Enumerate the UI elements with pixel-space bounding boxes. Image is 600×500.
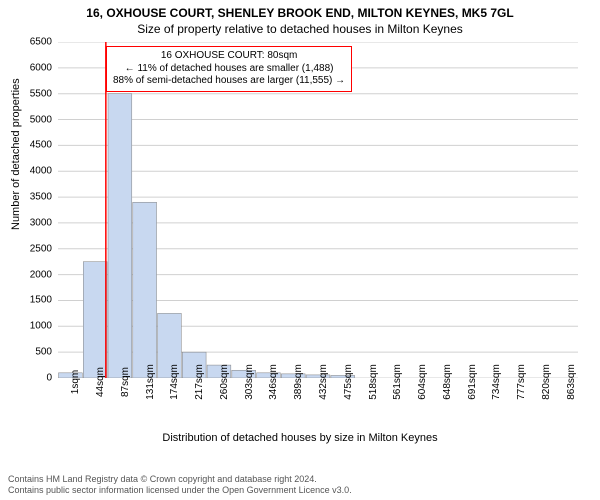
footer-line1: Contains HM Land Registry data © Crown c…	[8, 474, 352, 485]
ytick-label: 5500	[12, 88, 52, 99]
xtick-label: 131sqm	[145, 364, 156, 400]
annotation-line1: 16 OXHOUSE COURT: 80sqm	[113, 50, 345, 63]
ytick-label: 1000	[12, 321, 52, 332]
xtick-label: 87sqm	[120, 367, 131, 397]
chart-title-line1: 16, OXHOUSE COURT, SHENLEY BROOK END, MI…	[0, 0, 600, 20]
annotation-line3: 88% of semi-detached houses are larger (…	[113, 75, 345, 88]
chart-plot	[58, 42, 578, 378]
xtick-label: 648sqm	[442, 364, 453, 400]
histogram-bar	[108, 94, 132, 378]
xtick-label: 44sqm	[95, 367, 106, 397]
ytick-label: 6000	[12, 62, 52, 73]
xtick-label: 260sqm	[219, 364, 230, 400]
xtick-label: 346sqm	[268, 364, 279, 400]
xtick-label: 217sqm	[194, 364, 205, 400]
xtick-label: 820sqm	[541, 364, 552, 400]
xtick-label: 604sqm	[417, 364, 428, 400]
ytick-label: 4000	[12, 166, 52, 177]
xtick-label: 303sqm	[244, 364, 255, 400]
footer-text: Contains HM Land Registry data © Crown c…	[8, 474, 352, 497]
ytick-label: 2000	[12, 269, 52, 280]
xtick-label: 1sqm	[70, 370, 81, 394]
xtick-label: 777sqm	[516, 364, 527, 400]
xtick-label: 863sqm	[566, 364, 577, 400]
ytick-label: 0	[12, 373, 52, 384]
xtick-label: 561sqm	[392, 364, 403, 400]
histogram-bar	[83, 262, 107, 378]
histogram-bar	[133, 202, 157, 378]
annotation-line2: ← 11% of detached houses are smaller (1,…	[113, 63, 345, 76]
x-axis-label: Distribution of detached houses by size …	[0, 432, 600, 444]
xtick-label: 389sqm	[293, 364, 304, 400]
footer-line2: Contains public sector information licen…	[8, 485, 352, 496]
chart-title-line2: Size of property relative to detached ho…	[0, 20, 600, 40]
ytick-label: 4500	[12, 140, 52, 151]
ytick-label: 5000	[12, 114, 52, 125]
xtick-label: 691sqm	[467, 364, 478, 400]
chart-area: 0500100015002000250030003500400045005000…	[58, 42, 578, 412]
xtick-label: 518sqm	[368, 364, 379, 400]
annotation-box: 16 OXHOUSE COURT: 80sqm ← 11% of detache…	[106, 46, 352, 92]
ytick-label: 2500	[12, 243, 52, 254]
ytick-label: 3000	[12, 217, 52, 228]
ytick-label: 500	[12, 347, 52, 358]
xtick-label: 432sqm	[318, 364, 329, 400]
xtick-label: 734sqm	[491, 364, 502, 400]
xtick-label: 174sqm	[169, 364, 180, 400]
y-axis-label: Number of detached properties	[10, 78, 22, 230]
xtick-label: 475sqm	[343, 364, 354, 400]
ytick-label: 1500	[12, 295, 52, 306]
ytick-label: 6500	[12, 37, 52, 48]
ytick-label: 3500	[12, 192, 52, 203]
